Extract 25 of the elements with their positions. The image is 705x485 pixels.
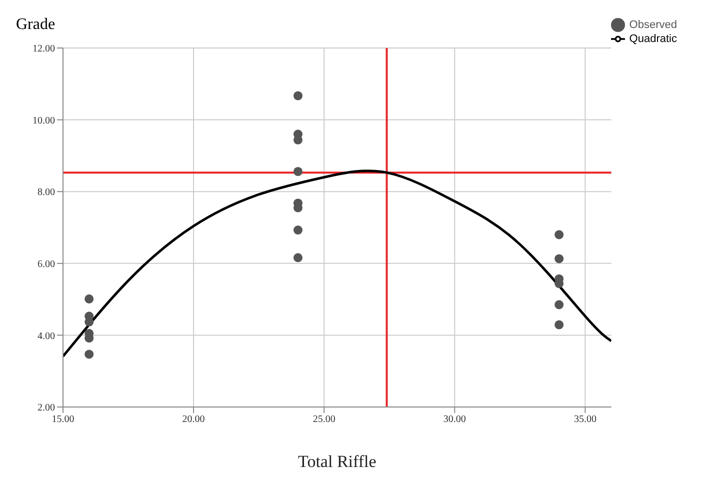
y-tick-label: 12.00 bbox=[32, 44, 55, 55]
x-tick-label: 20.00 bbox=[182, 414, 205, 426]
point bbox=[84, 294, 94, 304]
point bbox=[554, 320, 564, 330]
point bbox=[554, 254, 564, 264]
point bbox=[293, 91, 302, 100]
y-tick-label: 8.00 bbox=[38, 187, 55, 198]
y-tick-label: 10.00 bbox=[32, 115, 55, 126]
y-tick-label: 4.00 bbox=[38, 330, 55, 342]
point bbox=[84, 350, 94, 359]
x-tick-label: 30.00 bbox=[443, 414, 466, 426]
point bbox=[293, 253, 302, 262]
legend-label: Quadratic bbox=[629, 32, 677, 45]
point bbox=[554, 300, 564, 310]
point bbox=[293, 166, 302, 176]
point bbox=[554, 230, 564, 240]
y-axis-title: Grade bbox=[16, 16, 56, 34]
legend-label: Observed bbox=[629, 18, 677, 31]
x-tick-label: 25.00 bbox=[312, 414, 336, 426]
y-tick-label: 6.00 bbox=[38, 258, 55, 270]
point bbox=[293, 226, 302, 235]
x-tick-label: 35.00 bbox=[574, 414, 596, 426]
y-tick-label: 2.00 bbox=[38, 402, 55, 414]
x-tick-label: 15.00 bbox=[52, 414, 74, 426]
x-axis-title: Total Riffle bbox=[298, 452, 376, 471]
